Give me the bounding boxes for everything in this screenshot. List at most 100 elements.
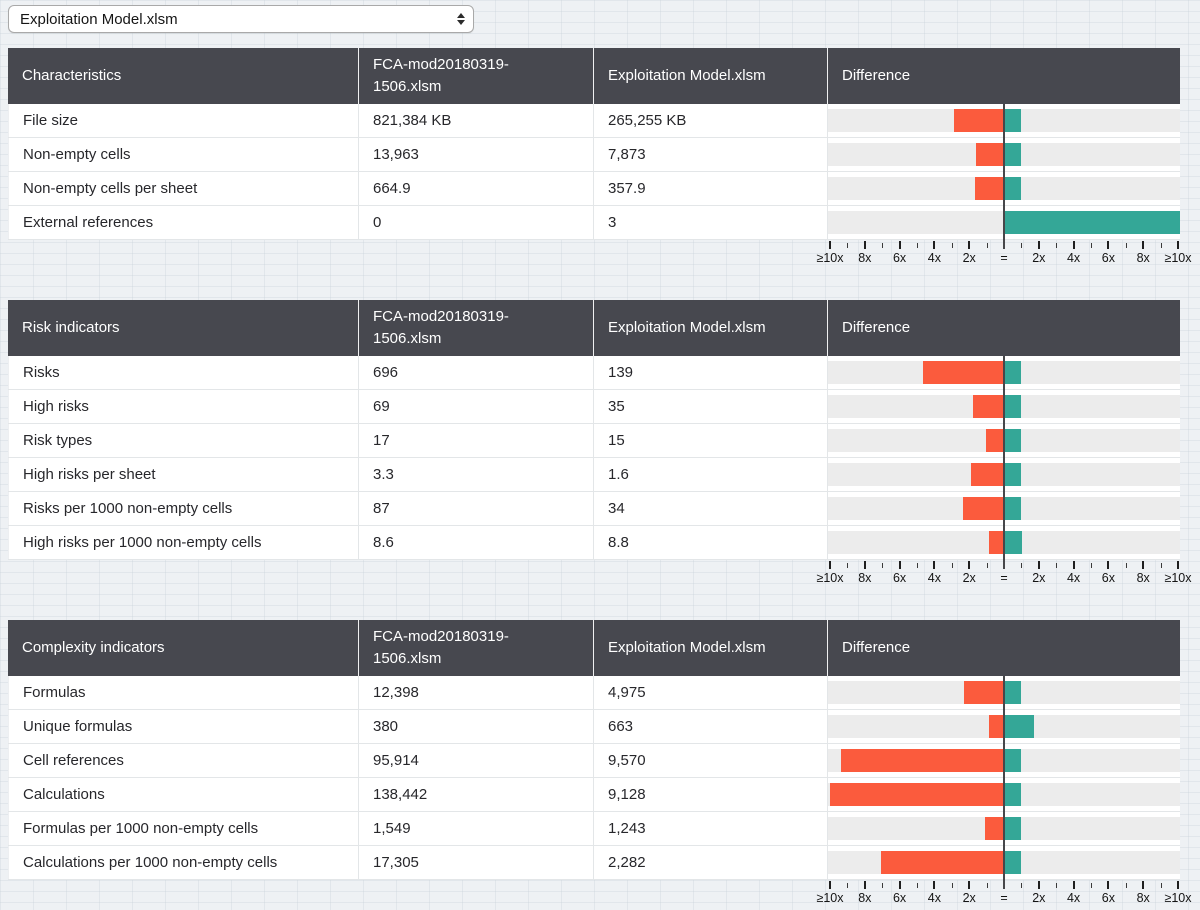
column-header-difference: Difference [827,48,1180,104]
diff-bar-right [1005,109,1021,132]
table-body: File size 821,384 KB 265,255 KB Non-empty c… [8,104,1180,240]
axis-tick-minor [1091,563,1092,568]
file1-value: 3.3 [358,458,593,491]
equal-center-line [1003,356,1005,569]
file2-value: 357.9 [593,172,827,205]
axis-label: 6x [892,251,907,265]
axis-tick-major [933,241,936,249]
file-select-value: Exploitation Model.xlsm [20,10,178,28]
axis-tick-major [1037,881,1040,889]
diff-bar-right [1005,531,1022,554]
file2-value: 265,255 KB [593,104,827,137]
row-label: High risks [8,390,358,423]
axis-label: ≥10x [816,571,844,585]
diff-bar-left [988,531,1005,554]
file1-value: 0 [358,206,593,239]
axis-tick-major [1072,561,1075,569]
diff-bar-right [1005,361,1021,384]
axis-tick-minor [1160,243,1162,248]
risk-indicators-table: Risk indicators FCA-mod20180319-1506.xls… [8,300,1192,585]
table-row: Risks 696 139 [8,356,1180,390]
row-label: Calculations per 1000 non-empty cells [8,846,358,879]
file1-value: 821,384 KB [358,104,593,137]
axis-tick-major [829,561,831,569]
file1-value: 17 [358,424,593,457]
axis-label: 6x [1101,251,1115,265]
axis-tick-major [863,241,866,249]
diff-bar-left [954,109,1005,132]
diff-bar-left [984,817,1005,840]
file2-value: 663 [593,710,827,743]
diff-bar-left [840,749,1005,772]
axis-tick-minor [1021,243,1023,248]
diff-bar-right [1005,851,1021,874]
complexity-indicators-table: Complexity indicators FCA-mod20180319-15… [8,620,1192,905]
table-title: Risk indicators [22,319,120,336]
file1-value: 138,442 [358,778,593,811]
axis-label: ≥10x [816,251,844,265]
row-label: Risk types [8,424,358,457]
equal-center-line [1003,676,1005,889]
axis-tick-major [1142,561,1145,569]
axis-tick-minor [1125,243,1127,248]
file1-value: 1,549 [358,812,593,845]
column-header-file1: FCA-mod20180319-1506.xlsm [358,300,593,356]
axis-tick-major [933,881,936,889]
row-label: File size [8,104,358,137]
table-row: Non-empty cells 13,963 7,873 [8,138,1180,172]
axis-tick-minor [1056,883,1058,888]
file2-value: 9,570 [593,744,827,777]
difference-axis: ≥10x 8x 6x 4x 2x = 2x 4x 6x 8x ≥10x [816,240,1192,270]
axis-tick-major [1107,241,1110,249]
axis-tick-minor [917,563,918,568]
column-header-file2: Exploitation Model.xlsm [593,300,827,356]
axis-tick-minor [847,563,849,568]
diff-bar-right [1005,749,1021,772]
axis-tick-major [933,561,936,569]
axis-tick-major [968,881,971,889]
axis-tick-major [968,241,971,249]
row-label: High risks per sheet [8,458,358,491]
axis-tick-minor [1160,563,1162,568]
difference-chart [827,458,1180,491]
axis-label: 6x [1101,891,1115,905]
diff-bar-left [974,177,1005,200]
diff-bar-right [1005,177,1021,200]
file2-value: 2,282 [593,846,827,879]
file1-value: 12,398 [358,676,593,709]
diff-bar-right [1005,783,1021,806]
diff-bar-left [922,361,1005,384]
table-header: Risk indicators FCA-mod20180319-1506.xls… [8,300,1180,356]
column-header-difference: Difference [827,620,1180,676]
diff-bar-right [1005,497,1021,520]
characteristics-table: Characteristics FCA-mod20180319-1506.xls… [8,48,1192,265]
file-select[interactable]: Exploitation Model.xlsm [8,5,474,33]
table-header: Characteristics FCA-mod20180319-1506.xls… [8,48,1180,104]
axis-tick-major [1107,561,1110,569]
file2-value: 35 [593,390,827,423]
file1-value: 380 [358,710,593,743]
row-label: Non-empty cells [8,138,358,171]
row-label: Non-empty cells per sheet [8,172,358,205]
row-label: Risks per 1000 non-empty cells [8,492,358,525]
axis-tick-major [1037,241,1040,249]
diff-bar-right [1005,395,1021,418]
axis-tick-minor [1091,243,1092,248]
row-label: Unique formulas [8,710,358,743]
diff-bar-right [1005,463,1021,486]
axis-tick-major [1177,561,1179,569]
axis-label: 4x [927,251,941,265]
file2-value: 34 [593,492,827,525]
column-header-difference: Difference [827,300,1180,356]
axis-label: 8x [1136,891,1150,905]
axis-label: 2x [1032,891,1046,905]
difference-axis: ≥10x 8x 6x 4x 2x = 2x 4x 6x 8x ≥10x [816,880,1192,910]
axis-label: 2x [962,571,976,585]
axis-label: 4x [1066,251,1081,265]
axis-label: 2x [1032,251,1046,265]
equal-center-line [1003,104,1005,249]
axis-tick-minor [1091,883,1092,888]
axis-tick-major [898,561,901,569]
axis-label: ≥10x [1164,571,1192,585]
diff-bar-right [1005,211,1180,234]
